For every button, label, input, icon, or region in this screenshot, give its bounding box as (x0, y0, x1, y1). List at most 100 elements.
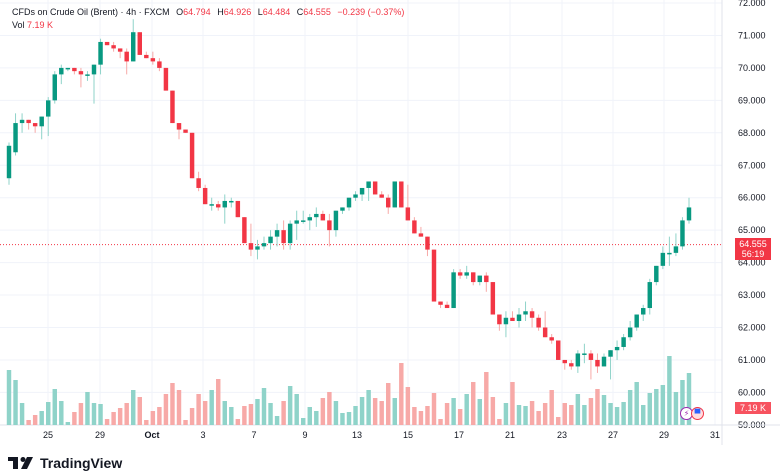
time-axis-label: 13 (352, 430, 362, 440)
candle-body (229, 200, 234, 203)
candle-body (13, 123, 18, 153)
candle-body (595, 359, 600, 367)
interval[interactable]: 4h (126, 7, 137, 17)
volume-bar (484, 372, 489, 425)
candle-body (117, 48, 123, 52)
volume-bar (307, 407, 312, 425)
close-label: C (296, 7, 304, 17)
close-value: 64.555 (303, 7, 331, 17)
volume-bar (425, 406, 430, 425)
candle-body (549, 337, 554, 341)
volume-bar (399, 363, 404, 425)
candle (366, 181, 371, 201)
volume-bar (85, 392, 90, 425)
volume-bar (686, 373, 692, 425)
price-chart-svg[interactable]: 72.000 71.000 70.000 69.000 68.000 67.000 66.0… (0, 0, 780, 445)
candle-body (575, 353, 581, 367)
volume-bar (457, 409, 463, 425)
candle-body (26, 119, 31, 124)
candle (111, 41, 116, 52)
price-axis-label: 72.000 (738, 0, 766, 8)
candle (510, 311, 515, 322)
candle (189, 132, 195, 179)
volume-bar (569, 405, 574, 425)
candle (405, 184, 411, 221)
candle (601, 353, 607, 367)
candle (333, 210, 339, 237)
candle (137, 32, 142, 55)
last-price-tag: 64.555 56:19 (735, 238, 771, 260)
volume-bar (268, 403, 273, 425)
candle-body (202, 187, 208, 205)
candle (399, 181, 404, 208)
volume-bar (281, 401, 286, 425)
candle (91, 64, 97, 104)
candle (85, 71, 90, 81)
separator: · (120, 7, 124, 17)
chart-panel[interactable]: 72.000 71.000 70.000 69.000 68.000 67.000 66.0… (0, 0, 780, 445)
candle-body (46, 100, 51, 117)
volume-bar (287, 386, 293, 425)
volume-bar (170, 383, 175, 425)
volume-bar (503, 403, 509, 425)
candle (26, 119, 31, 130)
candle (392, 181, 397, 208)
price-axis-label: 60.000 (738, 387, 766, 397)
candle (542, 311, 548, 338)
candle (6, 142, 12, 185)
candle (562, 359, 567, 370)
candle (287, 220, 293, 250)
symbol-name[interactable]: CFDs on Crude Oil (Brent) (12, 7, 119, 17)
legend-row-ohlc: CFDs on Crude Oil (Brent) · 4h · FXCM O6… (12, 6, 404, 18)
candle-series (6, 19, 692, 380)
volume-bar (601, 395, 607, 425)
separator: · (138, 7, 142, 17)
candle-body (562, 359, 567, 364)
candle (176, 123, 182, 140)
volume-bar (346, 412, 352, 425)
candle (660, 246, 666, 270)
volume-bar (654, 389, 659, 425)
candle-body (307, 217, 312, 221)
candle-body (614, 346, 620, 351)
tradingview-logo-icon (8, 457, 33, 469)
low-value: 64.484 (262, 7, 291, 17)
candle-body (235, 200, 241, 218)
candle-body (516, 314, 522, 322)
candle (52, 71, 57, 104)
candle (157, 58, 162, 72)
time-axis-label: 31 (710, 430, 720, 440)
candle (170, 90, 175, 124)
volume-bar (104, 419, 110, 425)
price-axis-label: 61.000 (738, 355, 766, 365)
volume-bar (26, 420, 31, 425)
candle-body (569, 363, 574, 367)
volume-bar (13, 380, 18, 425)
candle (301, 210, 306, 224)
volume-bar (431, 393, 437, 425)
volume-bar (595, 389, 600, 425)
volume-bar (372, 398, 378, 425)
volume-bar (582, 405, 587, 425)
candle-body (431, 249, 437, 302)
time-axis-label: Oct (144, 430, 159, 440)
candle (124, 48, 129, 75)
us-flag-icon[interactable]: ▀ (691, 407, 704, 420)
candle (529, 308, 535, 328)
price-axis-label: 69.000 (738, 95, 766, 105)
candle-body (242, 217, 247, 244)
volume-bar (464, 394, 469, 425)
volume-bar (163, 394, 169, 425)
candle (471, 272, 476, 286)
volume-bar (641, 405, 646, 425)
candle-body (444, 304, 450, 309)
open-label: O (176, 7, 184, 17)
tradingview-logo[interactable]: TradingView (8, 455, 122, 471)
bar-countdown: 56:19 (741, 249, 765, 259)
candle (314, 207, 319, 227)
candle (196, 171, 201, 192)
candle-body (39, 116, 44, 127)
candle (248, 223, 254, 257)
price-axis-label: 67.000 (738, 160, 766, 170)
candle (274, 223, 280, 247)
